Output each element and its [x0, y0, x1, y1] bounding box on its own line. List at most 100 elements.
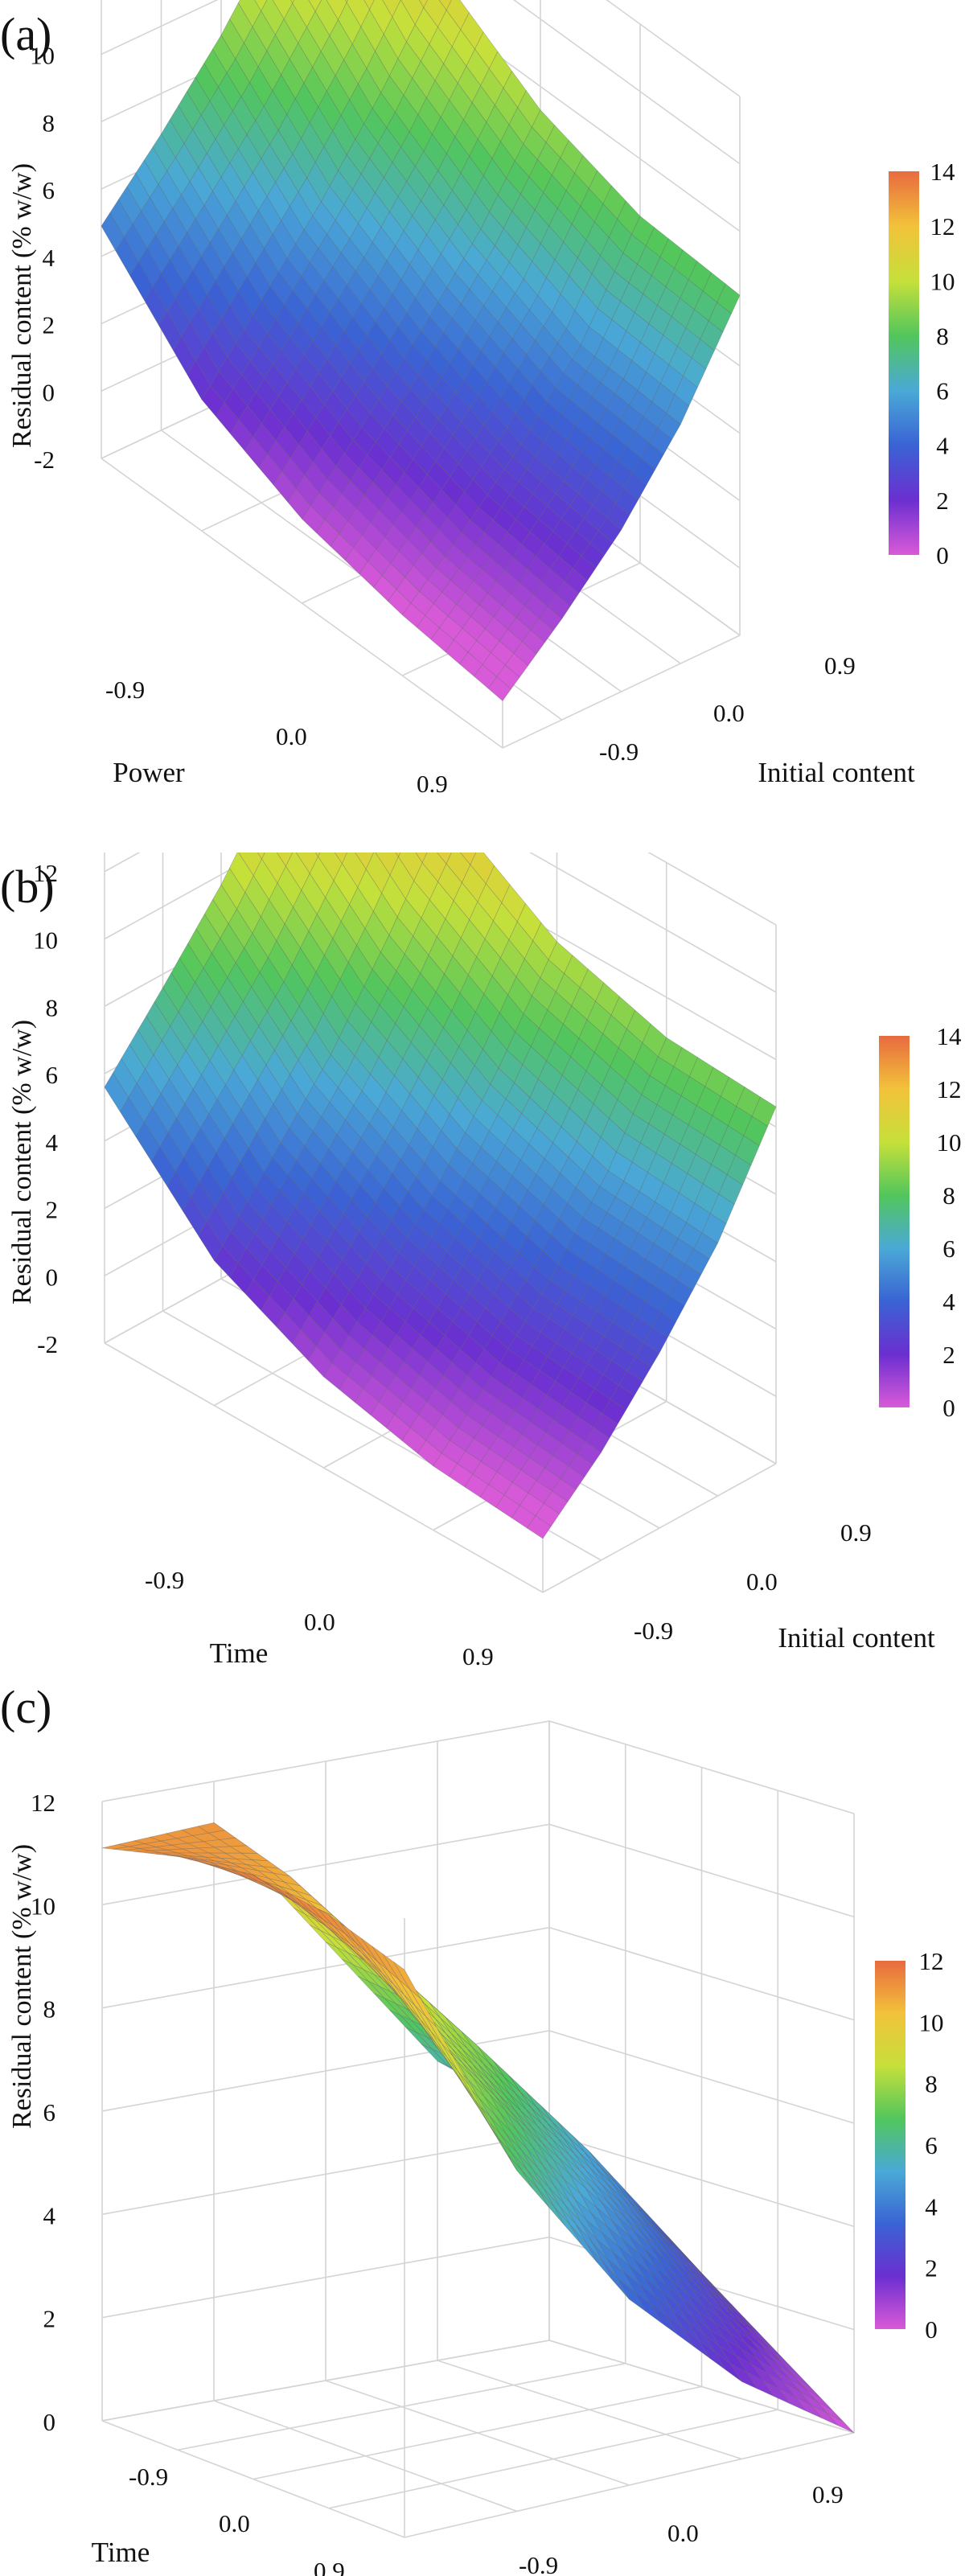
floor-gridline	[502, 635, 741, 749]
surface-cell	[610, 1384, 635, 1411]
colorbar-tick-label: 10	[919, 2008, 944, 2036]
surface-plot-c: (c) 0 2 4 6 8 10 12 Residual content (% w/w) -0.9…	[0, 1681, 944, 2576]
z-tick-label: 2	[43, 311, 55, 339]
surface	[104, 853, 777, 1539]
surface-cell	[568, 1453, 593, 1478]
colorbar-tick-label: 12	[919, 1947, 944, 1975]
z-tick-label: -2	[34, 446, 55, 474]
surface-cell	[393, 1962, 421, 1999]
surface-cell	[487, 676, 511, 701]
x-axis-label: Time	[92, 2537, 150, 2568]
y-tick-label: -0.9	[634, 1617, 673, 1645]
colorbar-tick-label: 4	[936, 432, 949, 460]
z-axis-label: Residual content (% w/w)	[7, 1020, 37, 1304]
floor-gridline	[328, 2409, 778, 2509]
surface-cell	[593, 1412, 618, 1439]
x-tick-label: 0.9	[462, 1642, 494, 1670]
panel-label: (c)	[0, 1681, 51, 1733]
floor-gridline	[437, 2360, 742, 2460]
surface-cell	[537, 2188, 565, 2226]
colorbar-tick-label: 4	[925, 2192, 938, 2221]
surface-cell	[257, 853, 265, 860]
surface-cell	[474, 2097, 502, 2143]
surface-cell	[827, 2413, 855, 2434]
surface-cell	[569, 2225, 597, 2263]
z-tick-label: 4	[46, 1128, 59, 1157]
x-tick-label: 0.0	[219, 2509, 250, 2537]
z-gridline	[512, 0, 741, 165]
colorbar	[879, 1036, 910, 1407]
colorbar-tick-label: 2	[925, 2254, 938, 2282]
surface-cell	[577, 1441, 602, 1465]
surface-cell	[811, 2405, 839, 2426]
surface-plot-b: (b) -2 0 2 4 6 8 10 12 14 Residual content (% w/w)…	[0, 853, 962, 1670]
y-tick-label: 0.9	[840, 1518, 872, 1547]
z-tick-label: 12	[30, 0, 55, 2]
colorbar-tick-label: 8	[942, 1181, 955, 1210]
z-axis-label: Residual content (% w/w)	[7, 163, 37, 448]
colorbar-tick-label: 4	[942, 1288, 955, 1316]
colorbar-tick-label: 12	[937, 1075, 962, 1103]
surface-cell	[345, 0, 348, 3]
colorbar-tick-label: 14	[930, 158, 956, 186]
surface-cell	[395, 853, 401, 858]
chart-panel-a: (a) -2 0 2 4 6 8 10 12 14 Residual content (% w/w)…	[0, 0, 965, 836]
z-tick-label: 0	[43, 2408, 56, 2436]
z-tick-label: 6	[43, 176, 55, 204]
colorbar-tick-label: 0	[936, 541, 949, 569]
chart-panel-b: (b) -2 0 2 4 6 8 10 12 14 Residual content (% w/w)…	[0, 853, 965, 1689]
y-axis-label: Initial content	[758, 757, 915, 788]
z-gridline	[101, 0, 741, 232]
z-gridline	[104, 853, 777, 993]
z-gridline	[606, 0, 741, 97]
x-tick-label: 0.9	[314, 2557, 345, 2576]
z-tick-label: 2	[43, 2305, 56, 2333]
chart-panel-c: (c) 0 2 4 6 8 10 12 Residual content (% w/w) -0.9…	[0, 1673, 965, 2576]
z-tick-label: 8	[46, 993, 59, 1021]
y-tick-label: 0.9	[812, 2480, 844, 2508]
surface-cell	[418, 0, 428, 9]
z-tick-label: 6	[46, 1061, 59, 1089]
colorbar-tick-label: 12	[930, 212, 955, 240]
surface-cell	[290, 0, 295, 4]
colorbar-tick-label: 10	[930, 267, 955, 295]
y-tick-label: 0.0	[713, 699, 745, 727]
x-tick-label: -0.9	[129, 2463, 168, 2491]
panel-label: (b)	[0, 861, 55, 913]
colorbar-tick-label: 6	[942, 1235, 955, 1263]
y-axis-label: Initial content	[778, 1622, 935, 1654]
surface-cell	[778, 2388, 807, 2411]
surface-cell	[438, 0, 452, 11]
y-tick-label: 0.0	[667, 2519, 699, 2547]
colorbar-tick-label: 0	[942, 1394, 955, 1422]
floor-gridline	[404, 2432, 855, 2538]
colorbar-tick-label: 6	[925, 2131, 938, 2159]
floor-gridline	[548, 2340, 855, 2434]
x-tick-label: 0.9	[417, 770, 448, 798]
surface-cell	[425, 2015, 454, 2056]
z-axis-label: Residual content (% w/w)	[7, 1844, 37, 2129]
surface-cell	[632, 457, 655, 486]
y-tick-label: -0.9	[599, 737, 639, 766]
z-gridline	[101, 1720, 855, 1814]
surface-cell	[441, 2043, 470, 2085]
colorbar	[875, 1961, 905, 2329]
z-tick-label: 4	[43, 2201, 56, 2229]
surface	[101, 1822, 855, 2434]
z-tick-label: 8	[43, 1995, 56, 2023]
colorbar-tick-label: 2	[942, 1341, 955, 1369]
z-gridline	[104, 853, 777, 1061]
colorbar-tick-label: 6	[936, 377, 949, 405]
z-gridline	[101, 1926, 855, 2021]
surface-cell	[602, 1399, 627, 1425]
colorbar-tick-label: 2	[936, 487, 949, 515]
surface-cell	[718, 1174, 743, 1205]
colorbar-tick-label: 8	[936, 322, 949, 350]
x-tick-label: -0.9	[105, 676, 145, 704]
surface	[101, 0, 741, 701]
x-tick-label: 0.0	[276, 722, 307, 750]
z-tick-label: 0	[46, 1263, 59, 1291]
z-tick-label: 4	[43, 244, 55, 272]
z-tick-label: 0	[43, 378, 55, 406]
surface-plot-a: (a) -2 0 2 4 6 8 10 12 14 Residual content (% w/w)…	[0, 0, 956, 798]
